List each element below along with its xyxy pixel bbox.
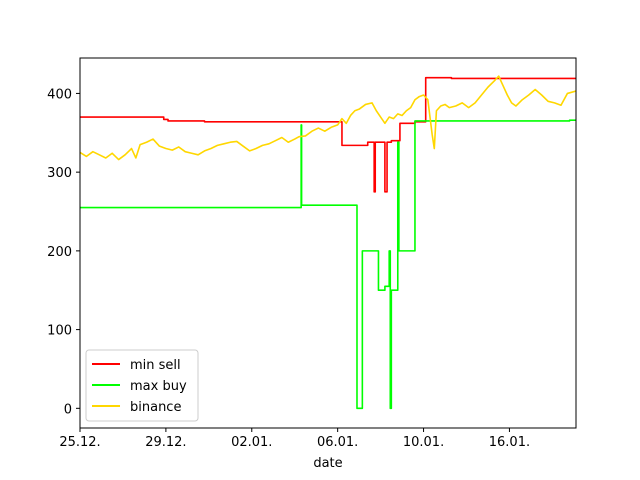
legend-box [85,349,199,422]
series-line-max-buy [80,119,576,410]
x-tick-label: 06.01. [317,435,358,450]
y-tick-label: 400 [47,87,72,102]
plot-content [80,75,576,410]
x-tick-label: 29.12. [145,435,186,450]
plot-frame [79,57,577,429]
series-line-binance [80,75,576,161]
x-tick-label: 25.12. [59,435,100,450]
legend-label: binance [130,400,181,415]
y-tick-label: 300 [47,166,72,181]
x-tick-label: 10.01. [403,435,444,450]
x-tick-label: 16.01. [489,435,530,450]
x-tick-label: 02.01. [231,435,272,450]
legend-label: max buy [130,379,187,394]
y-tick-label: 200 [47,245,72,260]
y-axis: 0 100 200 300 400 [47,87,80,417]
legend: min sell max buy binance [85,349,199,422]
x-axis-label: date [313,456,342,471]
y-tick-label: 0 [64,402,72,417]
legend-label: min sell [130,358,181,373]
x-axis: 25.12. 29.12. 02.01. 06.01. 10.01. 16.01. [59,428,530,450]
y-tick-label: 100 [47,324,72,339]
